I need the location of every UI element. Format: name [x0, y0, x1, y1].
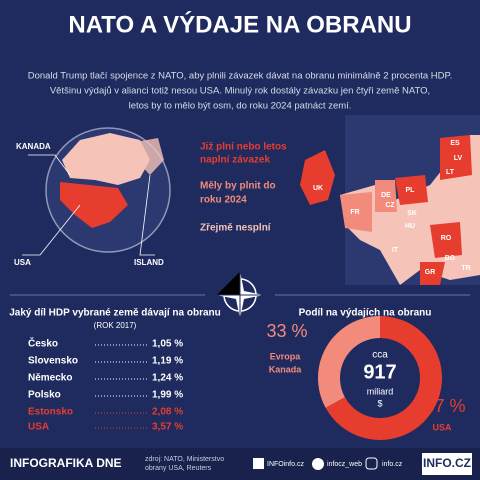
- title: NATO A VÝDAJE NA OBRANU: [68, 10, 411, 38]
- facebook-icon[interactable]: [253, 458, 264, 469]
- footer-source: zdroj: NATO, Ministerstvo: [145, 456, 224, 463]
- footer-bar: [0, 448, 480, 480]
- donut-center: $: [377, 398, 382, 408]
- donut-center: 917: [363, 361, 396, 383]
- footer-source: obrany USA, Reuters: [145, 465, 212, 472]
- leader-line: [28, 154, 71, 176]
- baltic-shape: [440, 135, 472, 180]
- ro-shape: [430, 222, 462, 258]
- donut-center: miliard: [367, 386, 394, 396]
- twitter-icon[interactable]: [312, 458, 324, 470]
- country-name: Česko: [28, 337, 58, 350]
- section-title: Podíl na výdajích na obranu: [299, 308, 432, 319]
- country-name: Polsko: [28, 390, 61, 401]
- country-code: GR: [425, 269, 436, 276]
- gdp-value: 1,99 %: [152, 390, 183, 401]
- intro-line: Donald Trump tlačí spojence z NATO, aby …: [28, 71, 453, 82]
- donut-segment: [318, 316, 380, 408]
- segment-name: USA: [432, 422, 452, 432]
- instagram-icon[interactable]: [365, 457, 378, 470]
- social-link[interactable]: infocz_web: [327, 461, 362, 468]
- fr-shape: [340, 192, 372, 232]
- country-code: TR: [461, 265, 470, 272]
- country-code: IT: [392, 247, 399, 254]
- greenland-shape: [130, 138, 164, 175]
- country-code: PL: [406, 187, 416, 194]
- legend-text: naplní závazek: [200, 155, 270, 166]
- segment-name: Evropa: [270, 351, 302, 361]
- country-name: Slovensko: [28, 356, 78, 367]
- country-name: Německo: [28, 373, 72, 384]
- canada-shape: [62, 133, 150, 185]
- logo-box[interactable]: [422, 453, 472, 475]
- value-label: 67 %: [424, 396, 465, 416]
- country-code: SK: [407, 210, 417, 217]
- pl-shape: [395, 175, 428, 205]
- gdp-value: 1,05 %: [152, 339, 183, 350]
- legend-text: Již plní nebo letos: [200, 142, 287, 153]
- legend-text: roku 2024: [200, 195, 247, 206]
- value-label: 33 %: [266, 321, 307, 341]
- country-code: BG: [445, 255, 456, 262]
- country-name: Estonsko: [28, 407, 73, 418]
- intro-line: Většinu výdajů v alianci totiž nesou USA…: [50, 86, 430, 97]
- gr-shape: [420, 262, 445, 285]
- section-subtitle: (ROK 2017): [94, 321, 137, 330]
- country-name: USA: [28, 422, 49, 433]
- nato-star: [214, 269, 264, 319]
- de-shape: [375, 180, 397, 212]
- globe-label: ISLAND: [134, 258, 164, 267]
- intro-line: letos by to mělo být osm, do roku 2024 p…: [129, 101, 352, 112]
- uk-shape: [300, 150, 335, 205]
- donut-segment: [325, 316, 443, 440]
- country-code: HU: [405, 223, 415, 230]
- leader-line: [22, 204, 81, 256]
- footer-brand: INFOGRAFIKA DNE: [10, 456, 122, 470]
- country-code: LV: [454, 155, 463, 162]
- social-link[interactable]: info.cz: [382, 461, 403, 468]
- globe-label: KANADA: [16, 142, 51, 151]
- donut-center: cca: [372, 350, 388, 361]
- section-title: Jaký díl HDP vybrané země dávají na obra…: [9, 308, 221, 319]
- country-code: LT: [446, 169, 455, 176]
- country-code: CZ: [385, 202, 395, 209]
- gdp-value: 3,57 %: [152, 422, 183, 433]
- country-code: RO: [441, 235, 452, 242]
- legend-text: Měly by plnit do: [200, 181, 276, 192]
- country-code: ES: [450, 140, 460, 147]
- leader-line: [139, 174, 155, 256]
- country-code: UK: [313, 185, 323, 192]
- gdp-value: 1,19 %: [152, 356, 183, 367]
- country-code: DE: [381, 192, 391, 199]
- social-link[interactable]: INFOinfo.cz: [267, 461, 304, 468]
- gdp-value: 2,08 %: [152, 407, 183, 418]
- logo[interactable]: INFO.CZ: [423, 456, 471, 470]
- segment-name: Kanada: [269, 364, 303, 374]
- globe-label: USA: [14, 258, 31, 267]
- usa-shape: [60, 182, 128, 228]
- legend-text: Zřejmě nesplní: [200, 223, 272, 234]
- gdp-value: 1,24 %: [152, 373, 183, 384]
- country-code: FR: [350, 209, 359, 216]
